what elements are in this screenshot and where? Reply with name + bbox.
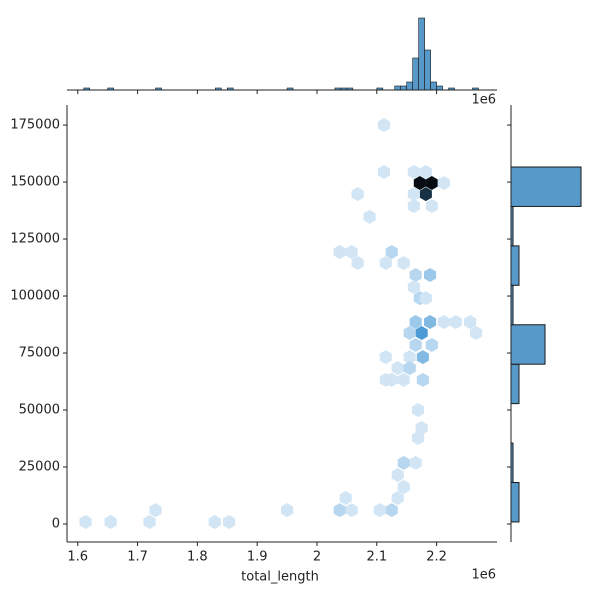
y-tick-label: 25000 xyxy=(19,460,60,475)
hexbin xyxy=(437,315,450,330)
hexbin xyxy=(419,165,432,180)
hexbin xyxy=(411,431,425,446)
hexbin xyxy=(423,268,437,283)
x-tick-label: 2.1 xyxy=(366,550,387,565)
hexbin xyxy=(409,315,422,330)
marginal-x-bar xyxy=(394,85,402,91)
hexbin xyxy=(385,245,398,260)
hexbin xyxy=(407,187,420,202)
hexbin xyxy=(409,338,422,353)
hexbin xyxy=(377,118,391,133)
marginal-x-bar xyxy=(412,57,419,91)
marginal-y-bar xyxy=(510,482,520,523)
hexbin xyxy=(208,514,221,529)
hexbin xyxy=(345,245,358,260)
hexbin xyxy=(345,503,358,518)
hexbin xyxy=(403,361,416,376)
hexbin xyxy=(415,325,428,340)
hexbin xyxy=(403,325,416,340)
marginal-y-bar xyxy=(510,166,582,207)
hexbin xyxy=(333,503,346,518)
hexbin xyxy=(391,491,404,505)
hexbin xyxy=(79,514,92,529)
marginal-y-bar xyxy=(510,324,546,365)
marginal-x-bar xyxy=(418,17,425,91)
y-tick-label: 175000 xyxy=(10,118,60,133)
hexbin xyxy=(391,361,404,376)
x-tick-label: 1.8 xyxy=(187,550,208,565)
y-tick-label: 50000 xyxy=(19,403,60,418)
x-offset-label: 1e6 xyxy=(471,568,496,583)
x-tick-label: 2.2 xyxy=(426,550,447,565)
hexbin xyxy=(425,175,438,190)
x-tick-label: 2 xyxy=(313,550,321,565)
hexbin xyxy=(385,503,398,518)
hexbin xyxy=(104,514,117,529)
hexbin xyxy=(281,503,294,518)
marginal-x-bar xyxy=(406,81,413,91)
hexbin xyxy=(449,315,462,330)
x-tick-label: 1.6 xyxy=(67,550,88,565)
hexbin xyxy=(143,514,156,529)
marginal-x-bar xyxy=(430,81,437,91)
hexbin xyxy=(149,503,162,518)
hexbin xyxy=(397,255,410,270)
hexbin xyxy=(409,268,422,283)
hexbin xyxy=(407,165,420,180)
x-axis-label: total_length xyxy=(241,570,319,585)
y-tick-label: 75000 xyxy=(19,346,60,361)
y-tick-label: 100000 xyxy=(10,289,60,304)
hexbin xyxy=(379,255,392,270)
hexbin xyxy=(223,514,236,529)
marginal-x-offset-label: 1e6 xyxy=(471,93,496,108)
marginal-x-bar xyxy=(436,85,443,91)
hexbin xyxy=(363,209,376,224)
hexbin xyxy=(377,165,391,180)
hexbin xyxy=(416,372,429,387)
hexbin xyxy=(464,315,477,330)
hexbin xyxy=(333,245,346,260)
marginal-y-bar xyxy=(510,363,520,405)
marginal-x-bar xyxy=(400,85,407,91)
y-tick-label: 0 xyxy=(52,516,60,531)
hexbin xyxy=(339,491,352,505)
y-tick-label: 125000 xyxy=(10,232,60,247)
hexbin xyxy=(419,291,432,306)
marginal-y-bar xyxy=(510,245,520,286)
hexbin xyxy=(351,255,364,270)
hexbin xyxy=(470,325,483,340)
hexbin xyxy=(437,175,450,190)
hexbin xyxy=(351,187,364,202)
x-tick-label: 1.9 xyxy=(247,550,268,565)
hexbin xyxy=(379,372,392,387)
hexbin xyxy=(379,350,392,365)
hexbin xyxy=(391,467,404,482)
hexbin xyxy=(397,455,410,470)
hexbin xyxy=(409,455,422,470)
hexbin xyxy=(397,372,410,387)
marginal-x-bar xyxy=(424,49,431,91)
y-tick-label: 150000 xyxy=(10,175,60,190)
hexbin xyxy=(407,280,420,295)
hexbin xyxy=(419,187,432,202)
x-tick-label: 1.7 xyxy=(127,550,148,565)
hexbin xyxy=(413,175,426,190)
hexbin xyxy=(411,403,425,418)
hexbin xyxy=(403,350,416,365)
hexbin xyxy=(407,198,420,213)
hexbin xyxy=(416,350,429,365)
hexbin xyxy=(425,198,438,213)
hexbin xyxy=(425,338,438,353)
hexbin xyxy=(423,315,437,330)
hexbin xyxy=(373,503,386,518)
hexbin xyxy=(397,480,410,495)
